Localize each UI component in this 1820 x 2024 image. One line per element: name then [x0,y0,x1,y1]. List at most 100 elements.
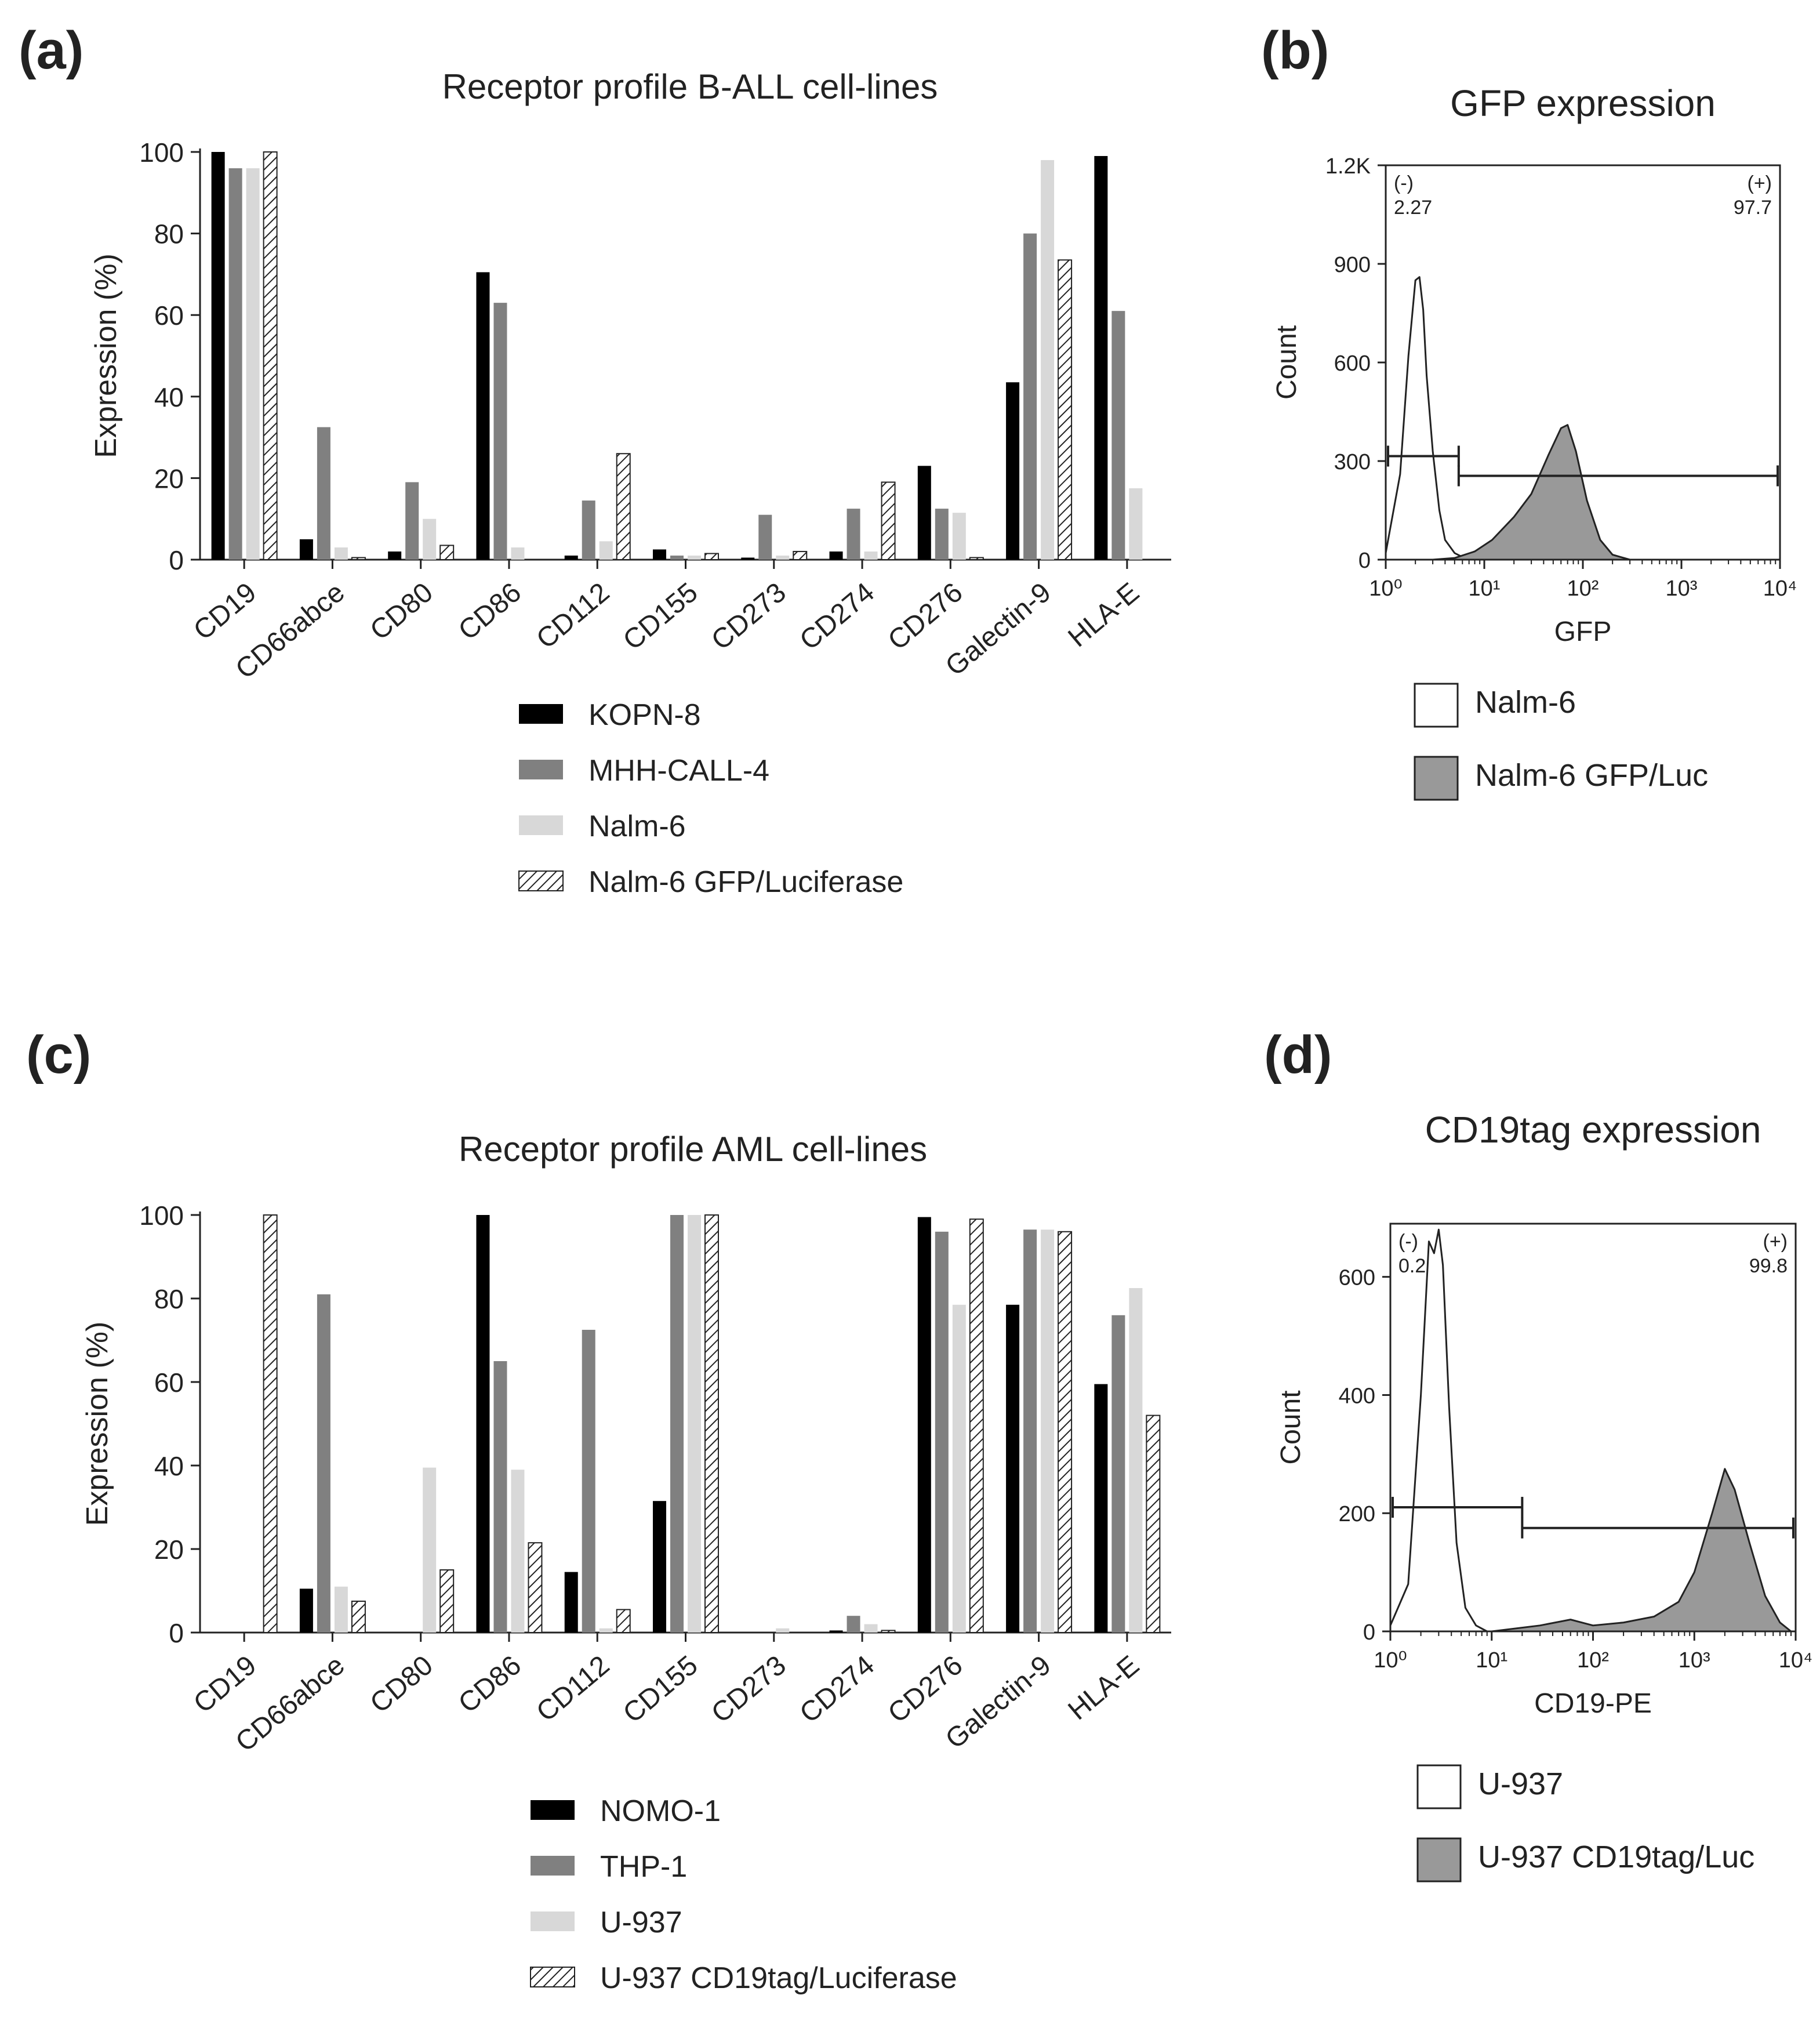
y-axis-label: Expression (%) [89,253,123,458]
bar [334,1586,348,1633]
legend-label: U-937 [1478,1767,1563,1801]
histogram-curve [1491,1468,1792,1633]
x-tick-label: CD86 [453,577,527,646]
bar [351,1601,366,1633]
bar [776,1628,790,1633]
x-tick-label: CD276 [882,1650,969,1729]
bar [317,1294,330,1633]
y-tick-label: 100 [139,1200,184,1231]
bar-chart-2: (c) Receptor profile AML cell-lines 0 20 40 6… [26,1025,1171,1995]
histogram-3: (d) CD19tag expression 0 200 400 600 10⁰ 10¹ 10²… [1264,1025,1813,1882]
bar [1006,382,1020,560]
y-tick-label: 300 [1334,450,1371,474]
bar [1058,1231,1073,1634]
y-tick-label: 400 [1339,1384,1375,1408]
legend-label: NOMO-1 [600,1794,721,1828]
y-tick-label: 100 [139,137,184,168]
legend-swatch [518,870,564,891]
legend-label: Nalm-6 [1475,685,1576,720]
x-axis-label: GFP [1554,616,1612,647]
bar [864,551,878,560]
bar [211,152,225,560]
bar [969,1218,984,1633]
x-tick-label: 10⁰ [1369,576,1403,601]
bar [653,549,666,560]
bar [564,1572,578,1633]
legend-label: U-937 CD19tag/Luciferase [600,1961,957,1995]
legend-swatch [531,1856,575,1876]
x-tick-label: CD86 [453,1650,527,1719]
bar [847,509,860,560]
bar [952,513,966,560]
histogram-curve [1432,424,1631,561]
chart-title: Receptor profile B-ALL cell-lines [442,67,938,106]
gate-percentage: 0.2 [1398,1255,1426,1277]
bar-chart-0: (a) Receptor profile B-ALL cell-lines 0 20 4… [19,21,1171,899]
histogram-curve [1385,276,1485,561]
bar [423,1467,437,1633]
histogram-1: (b) GFP expression 0 300 600 900 1.2K 10⁰ 10¹ 10²… [1261,21,1797,801]
legend-label: Nalm-6 GFP/Luciferase [588,865,903,899]
bar [1023,233,1037,560]
x-tick-label: CD19 [188,577,262,646]
bar [351,557,366,560]
x-tick-label: CD273 [706,577,792,656]
legend-swatch [530,1967,575,1987]
gate-percentage: 99.8 [1749,1255,1788,1277]
bar [1129,488,1143,560]
x-tick-label: HLA-E [1063,1650,1145,1726]
bar [493,303,507,560]
y-tick-label: 40 [154,1451,184,1481]
x-tick-label: 10³ [1679,1648,1710,1673]
x-tick-label: 10⁴ [1763,576,1797,601]
y-tick-label: 80 [154,1284,184,1314]
bar [317,427,330,560]
legend-label: THP-1 [600,1850,687,1884]
bar [439,1569,455,1633]
x-tick-label: 10¹ [1476,1648,1507,1673]
gate-percentage: 2.27 [1394,197,1432,219]
y-tick-label: 20 [154,463,184,494]
bar [228,168,242,560]
bar [582,500,595,560]
chart-title: CD19tag expression [1425,1109,1761,1151]
legend-swatch [519,815,563,835]
y-tick-label: 0 [169,1618,184,1648]
y-axis-label: Expression (%) [81,1322,114,1526]
bar [935,509,949,560]
y-tick-label: 20 [154,1535,184,1565]
bar [599,541,613,560]
legend-label: U-937 CD19tag/Luc [1478,1840,1754,1874]
legend-label: KOPN-8 [588,698,701,732]
bar [299,1588,313,1633]
bar [1006,1304,1020,1633]
bar [493,1361,507,1633]
bar [952,1304,966,1633]
y-axis-label: Count [1272,325,1302,400]
bar [564,555,578,560]
bar [1111,1315,1125,1633]
legend-swatch [1414,683,1459,728]
bar [299,539,313,560]
bar [599,1628,613,1633]
bar [704,1214,719,1633]
chart-title: GFP expression [1450,82,1716,124]
bar [670,555,684,560]
bar [476,1215,490,1633]
bar [263,151,278,560]
panel-letter: (a) [19,21,83,80]
x-tick-label: CD112 [531,577,615,655]
x-tick-label: 10² [1577,1648,1609,1673]
x-tick-label: CD80 [365,577,439,646]
x-tick-label: HLA-E [1063,577,1145,653]
bar [847,1616,860,1633]
bar [1146,1414,1161,1634]
legend-swatch [1414,756,1459,801]
bar [528,1542,543,1633]
x-tick-label: 10⁴ [1779,1648,1813,1673]
bar [881,1630,896,1633]
bar [688,1215,701,1633]
bar [704,553,719,561]
y-tick-label: 60 [154,1368,184,1398]
